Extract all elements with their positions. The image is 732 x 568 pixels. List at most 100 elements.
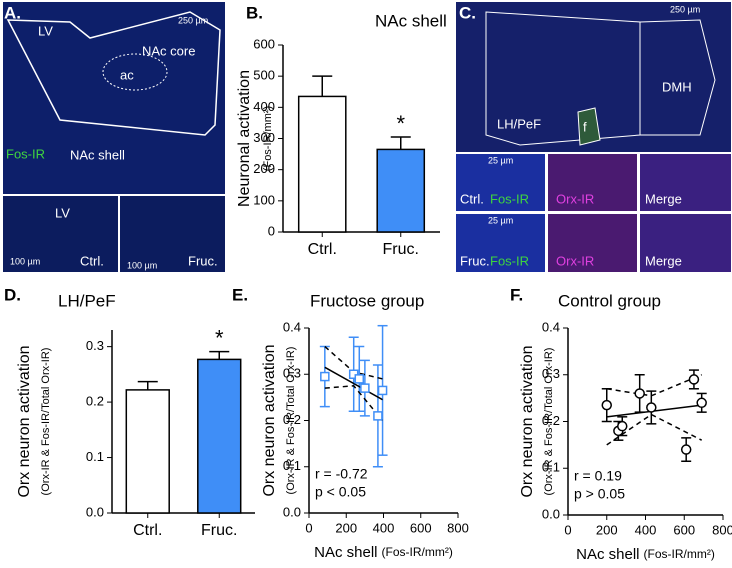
- label: Merge: [645, 253, 682, 268]
- y-tick-label: 100: [253, 192, 275, 207]
- chart-title: Control group: [558, 291, 661, 310]
- y-tick-label: 0.1: [86, 449, 104, 464]
- x-tick-label: 600: [410, 520, 432, 535]
- point: [360, 383, 370, 393]
- y-tick-label: 0.2: [283, 412, 301, 427]
- x-label-sub: (Fos-IR/mm²): [644, 547, 715, 561]
- y-label-sub: (Orx-IR & Fos-IR/Total Orx-IR): [285, 347, 297, 495]
- point: [373, 411, 383, 421]
- y-tick-label: 0.1: [542, 460, 560, 475]
- x-tick-label: 200: [335, 520, 357, 535]
- y-tick-label: 0.4: [542, 319, 560, 334]
- point: [601, 399, 612, 411]
- y-tick-label: 400: [253, 99, 275, 114]
- label: Orx-IR: [556, 191, 594, 206]
- label: ac: [120, 67, 134, 82]
- bar: [376, 148, 426, 233]
- label: Merge: [645, 191, 682, 206]
- panel-label: B.: [246, 3, 263, 22]
- chart-title: NAc shell: [375, 11, 447, 30]
- x-tick-label: 0: [564, 522, 571, 537]
- y-label-sub: (Fos-IR/mm²): [262, 106, 274, 171]
- chart-title: LH/PeF: [58, 291, 116, 310]
- y-label: Orx neuron activation: [519, 345, 536, 497]
- y-tick-label: 0.0: [283, 504, 301, 519]
- x-tick-label: Fruc.: [201, 522, 237, 539]
- panel-label: C.: [459, 3, 476, 22]
- y-tick-label: 0.0: [542, 506, 560, 521]
- y-tick-label: 500: [253, 68, 275, 83]
- x-tick-label: Fruc.: [383, 241, 419, 258]
- x-tick-label: 0: [305, 520, 312, 535]
- point: [320, 371, 330, 382]
- x-tick-label: Ctrl.: [133, 522, 162, 539]
- label: Fos-IR: [490, 191, 529, 206]
- y-label-sub: (Orx-IR & Fos-IR/Total Orx-IR): [40, 348, 52, 496]
- y-tick-label: 300: [253, 130, 275, 145]
- scale: 100 µm: [127, 260, 157, 270]
- y-tick-label: 0.2: [542, 413, 560, 428]
- panel-a-image: LV NAc core ac NAc shell Fos-IR LV Ctrl.…: [3, 2, 225, 272]
- scale: 25 µm: [488, 155, 513, 165]
- label: f: [583, 119, 587, 134]
- x-tick-label: 400: [635, 522, 657, 537]
- y-tick-label: 0.1: [283, 458, 301, 473]
- point: [377, 385, 388, 396]
- stat: p < 0.05: [315, 484, 366, 500]
- label: Ctrl.: [80, 253, 104, 268]
- x-label: NAc shell (Fos-IR/mm²): [576, 546, 715, 563]
- y-label: Orx neuron activation: [261, 344, 278, 496]
- scale: 100 µm: [10, 256, 40, 266]
- y-tick-label: 0.0: [86, 504, 104, 519]
- point: [696, 397, 707, 409]
- label: Orx-IR: [556, 253, 594, 268]
- point: [646, 402, 657, 413]
- fit-line: [324, 366, 383, 401]
- x-tick-label: 400: [373, 520, 395, 535]
- bar: [125, 389, 170, 514]
- y-tick-label: 0: [268, 223, 275, 238]
- y-tick-label: 0.4: [283, 319, 301, 334]
- point: [634, 388, 645, 399]
- panel-label: E.: [232, 285, 248, 304]
- x-label-sub: (Fos-IR/mm²): [382, 545, 453, 559]
- x-label-main: NAc shell: [576, 546, 639, 563]
- y-tick-label: 0.3: [542, 366, 560, 381]
- point: [688, 374, 700, 385]
- label: Fruc.: [188, 253, 218, 268]
- label: LV: [38, 23, 53, 38]
- scale: 25 µm: [488, 215, 513, 225]
- x-tick-label: Ctrl.: [308, 241, 337, 258]
- label: Fos-IR: [6, 146, 45, 161]
- point: [680, 444, 692, 455]
- panel-c-image: LH/PeF f DMH 250 µm 25 µm 25 µm Ctrl. Fos…: [456, 2, 731, 272]
- x-tick-label: 800: [712, 522, 732, 537]
- stat: p > 0.05: [574, 486, 625, 502]
- y-label: Orx neuron activation: [16, 345, 33, 497]
- stat: r = -0.72: [315, 466, 368, 482]
- scale: 250 µm: [670, 4, 700, 14]
- point: [617, 420, 628, 432]
- point: [354, 374, 365, 384]
- panel-label: F.: [510, 285, 523, 304]
- ci-band: [606, 374, 702, 397]
- chart-title: Fructose group: [310, 291, 424, 310]
- significance: *: [215, 325, 224, 350]
- y-tick-label: 0.3: [283, 366, 301, 381]
- scale: 250 µm: [178, 15, 208, 25]
- label: NAc core: [142, 43, 195, 58]
- label: LH/PeF: [497, 116, 541, 131]
- panel-label: D.: [4, 285, 21, 304]
- label: LV: [55, 205, 70, 220]
- y-label-sub: (Orx-IR & Fos-IR/Total Orx-IR): [543, 348, 555, 496]
- significance: *: [396, 111, 405, 136]
- ci-band: [324, 385, 384, 421]
- bar: [297, 95, 347, 233]
- label: Ctrl.: [460, 191, 484, 206]
- x-label: NAc shell (Fos-IR/mm²): [314, 544, 453, 561]
- y-tick-label: 0.2: [86, 394, 104, 409]
- panel-label: A.: [4, 3, 21, 22]
- label: Fos-IR: [490, 253, 529, 268]
- y-tick-label: 200: [253, 161, 275, 176]
